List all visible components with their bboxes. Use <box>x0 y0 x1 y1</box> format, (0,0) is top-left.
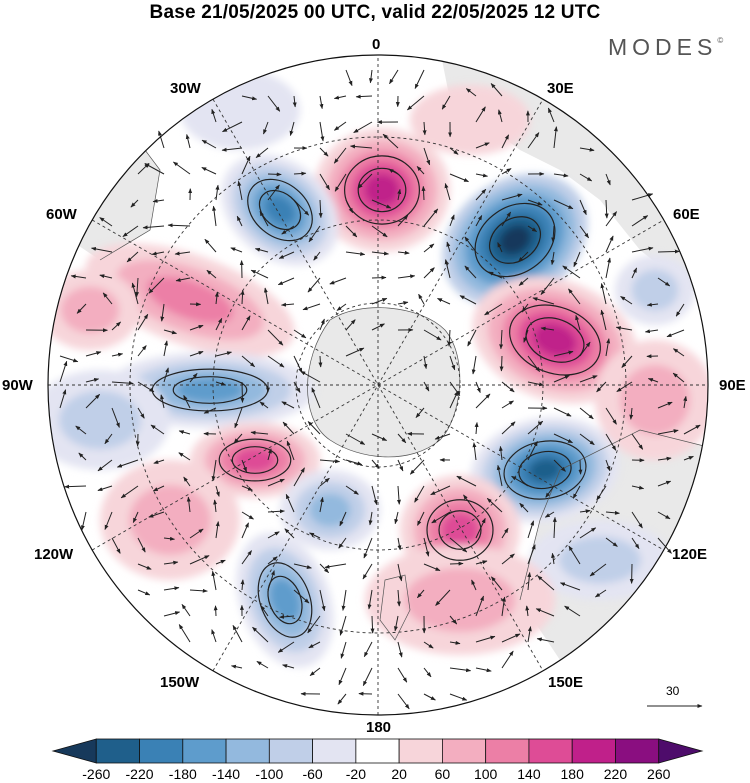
colorbar-tick-label: -260 <box>82 766 111 782</box>
label-lon-30e: 30E <box>547 80 574 97</box>
label-lon-60w: 60W <box>46 206 77 223</box>
label-lon-120w: 120W <box>34 546 74 563</box>
label-lon-150w: 150W <box>160 674 200 691</box>
colorbar-swatch <box>658 738 704 764</box>
label-lon-90w: 90W <box>2 377 33 394</box>
colorbar-tick-label: -220 <box>125 766 154 782</box>
colorbar-tick-label: -20 <box>345 766 366 782</box>
colorbar-swatch <box>95 738 140 764</box>
colorbar-swatch <box>182 738 227 764</box>
colorbar-tick-label: -100 <box>255 766 284 782</box>
map-title: Base 21/05/2025 00 UTC, valid 22/05/2025… <box>149 2 601 23</box>
label-lon-90e: 90E <box>719 377 746 394</box>
label-lon-0: 0 <box>372 36 381 53</box>
colorbar-tick-label: -60 <box>302 766 323 782</box>
colorbar-swatch <box>225 738 270 764</box>
colorbar-tick-label: 20 <box>391 766 407 782</box>
colorbar-tick-label: 180 <box>560 766 584 782</box>
colorbar-swatch <box>571 738 616 764</box>
label-lon-150e: 150E <box>548 674 584 691</box>
colorbar-tick-label: -180 <box>168 766 197 782</box>
colorbar-tick-label: 140 <box>517 766 541 782</box>
colorbar-swatch <box>528 738 573 764</box>
colorbar-tick-label: 60 <box>434 766 451 782</box>
colorbar-swatch <box>312 738 357 764</box>
colorbar-tick-label: -140 <box>212 766 241 782</box>
colorbar <box>51 738 704 764</box>
map-boundary <box>47 54 709 716</box>
colorbar-swatch <box>51 738 97 764</box>
colorbar-swatch <box>139 738 184 764</box>
colorbar-swatch <box>355 738 400 764</box>
label-lon-120e: 120E <box>672 546 708 563</box>
label-lon-60e: 60E <box>673 206 700 223</box>
label-lon-30w: 30W <box>170 80 201 97</box>
colorbar-tick-label: 220 <box>603 766 628 782</box>
colorbar-labels: -260 -220 -180 -140 -100 -60 -20 20 60 100 140 180 2… <box>0 766 750 783</box>
colorbar-swatch <box>485 738 530 764</box>
colorbar-tick-label: 260 <box>647 766 671 782</box>
modes-logo: MODES© <box>608 34 724 60</box>
vector-scale-label: 30 <box>666 684 680 698</box>
colorbar-swatch <box>398 738 443 764</box>
colorbar-swatch <box>441 738 487 764</box>
colorbar-swatch <box>268 738 314 764</box>
wind-vectors <box>59 69 701 710</box>
colorbar-tick-label: 100 <box>473 766 498 782</box>
label-lon-180: 180 <box>366 719 392 736</box>
colorbar-swatch <box>615 738 660 764</box>
